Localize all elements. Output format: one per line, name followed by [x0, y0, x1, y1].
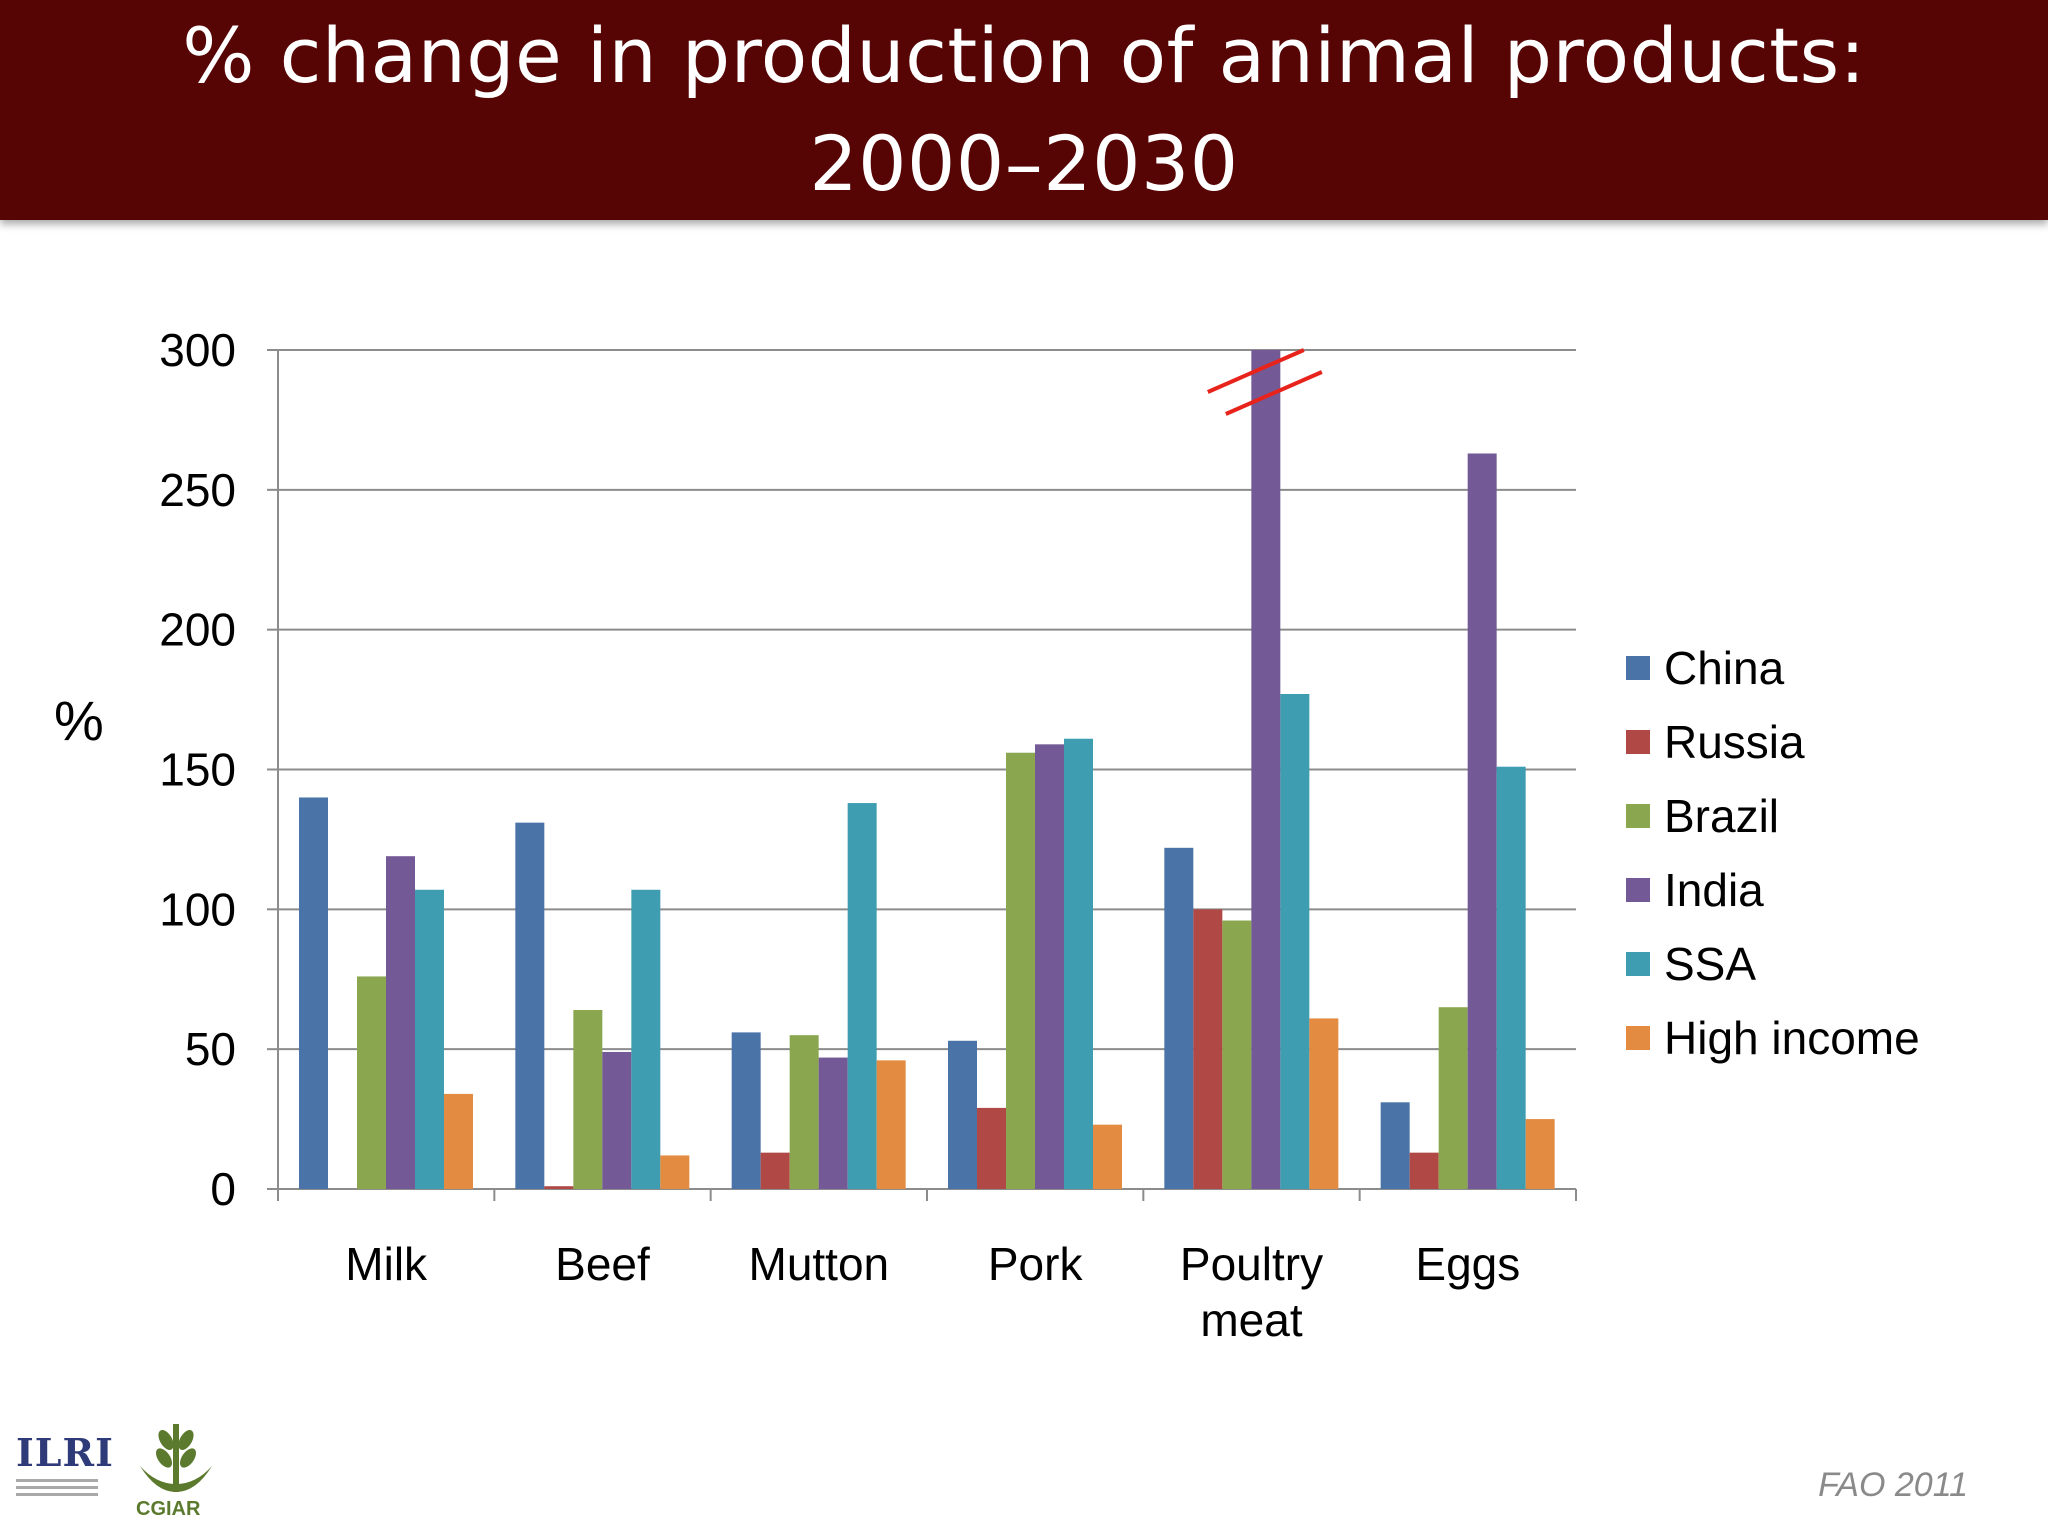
cgiar-logo-text: CGIAR [136, 1498, 201, 1520]
bar-high-income [660, 1155, 690, 1189]
bar-russia [544, 1186, 574, 1189]
legend-swatch [1626, 804, 1650, 828]
legend-item: SSA [1626, 927, 1920, 1001]
legend-item: Brazil [1626, 779, 1920, 853]
legend-swatch [1626, 878, 1650, 902]
bar-india [1467, 453, 1497, 1189]
x-category-label-line: Mutton [749, 1238, 890, 1290]
bar-russia [1193, 909, 1223, 1189]
x-category-label-line: Poultry [1180, 1238, 1323, 1290]
cgiar-logo: CGIAR [126, 1418, 226, 1528]
bar-brazil [357, 976, 386, 1189]
wheat-icon [140, 1424, 212, 1492]
slide-title: % change in production of animal product… [182, 2, 1866, 218]
axis-break-mark [1207, 348, 1305, 394]
x-category-label: Eggs [1415, 1238, 1520, 1290]
legend-swatch [1626, 730, 1650, 754]
y-axis-label: % [54, 689, 104, 752]
bar-china [515, 822, 545, 1189]
bar-high-income [876, 1060, 906, 1189]
legend-label: Brazil [1664, 790, 1780, 842]
legend-item: High income [1626, 1001, 1920, 1075]
x-category-label: Pork [988, 1238, 1084, 1290]
y-tick-label: 0 [210, 1163, 236, 1215]
y-tick-label: 150 [159, 744, 236, 796]
bar-russia [760, 1152, 790, 1189]
bar-high-income [444, 1093, 473, 1189]
bar-ssa [847, 803, 877, 1189]
bar-high-income [1525, 1119, 1555, 1189]
legend-swatch [1626, 656, 1650, 680]
bar-india [602, 1051, 632, 1189]
legend-item: China [1626, 631, 1920, 705]
y-tick-label: 100 [159, 883, 236, 935]
title-banner: % change in production of animal product… [0, 0, 2048, 220]
bar-brazil [789, 1035, 819, 1189]
y-tick-label: 300 [159, 324, 236, 376]
bar-china [1164, 847, 1194, 1189]
legend-label: High income [1664, 1012, 1920, 1064]
title-line-2: 2000–2030 [809, 119, 1239, 208]
bar-russia [977, 1107, 1006, 1189]
bar-ssa [1064, 738, 1093, 1189]
ilri-logo-text: ILRI [16, 1430, 114, 1475]
bar-brazil [1222, 920, 1252, 1189]
title-line-1: % change in production of animal product… [182, 11, 1866, 100]
x-category-label: Mutton [749, 1238, 890, 1290]
x-category-label: Beef [555, 1238, 650, 1290]
bar-india [818, 1057, 848, 1189]
x-category-label-line: Milk [345, 1238, 428, 1290]
axis-break-mark [1225, 370, 1323, 416]
bar-india [1251, 350, 1281, 1189]
bar-high-income [1309, 1018, 1339, 1189]
x-category-label-line: meat [1200, 1294, 1302, 1346]
legend-swatch [1626, 952, 1650, 976]
chart-legend: China Russia Brazil India SSA High income [1626, 631, 1920, 1075]
x-category-label: Milk [345, 1238, 428, 1290]
bar-india [1035, 744, 1064, 1189]
y-tick-label: 200 [159, 604, 236, 656]
legend-label: Russia [1664, 716, 1805, 768]
bar-ssa [415, 889, 444, 1189]
x-category-label: Poultry meat [1180, 1238, 1323, 1346]
legend-item: Russia [1626, 705, 1920, 779]
source-note: FAO 2011 [1818, 1466, 1968, 1504]
bar-india [386, 856, 415, 1189]
bar-ssa [631, 889, 661, 1189]
y-tick-label: 250 [159, 464, 236, 516]
bar-china [731, 1032, 761, 1189]
bar-ssa [1496, 766, 1526, 1189]
y-tick-label: 50 [185, 1023, 236, 1075]
x-category-label-line: Beef [555, 1238, 650, 1290]
x-category-label-line: Eggs [1415, 1238, 1520, 1290]
bar-brazil [1438, 1007, 1468, 1189]
bar-brazil [573, 1010, 603, 1189]
bar-china [948, 1040, 977, 1189]
ilri-logo: ILRI [16, 1430, 114, 1520]
legend-label: SSA [1664, 938, 1757, 990]
legend-item: India [1626, 853, 1920, 927]
bar-brazil [1006, 752, 1035, 1189]
bar-russia [1409, 1152, 1439, 1189]
bar-china [1380, 1102, 1410, 1189]
legend-label: India [1664, 864, 1764, 916]
x-category-label-line: Pork [988, 1238, 1084, 1290]
bar-ssa [1280, 693, 1310, 1189]
bar-high-income [1093, 1124, 1122, 1189]
legend-swatch [1626, 1026, 1650, 1050]
bar-china [299, 797, 328, 1189]
legend-label: China [1664, 642, 1785, 694]
